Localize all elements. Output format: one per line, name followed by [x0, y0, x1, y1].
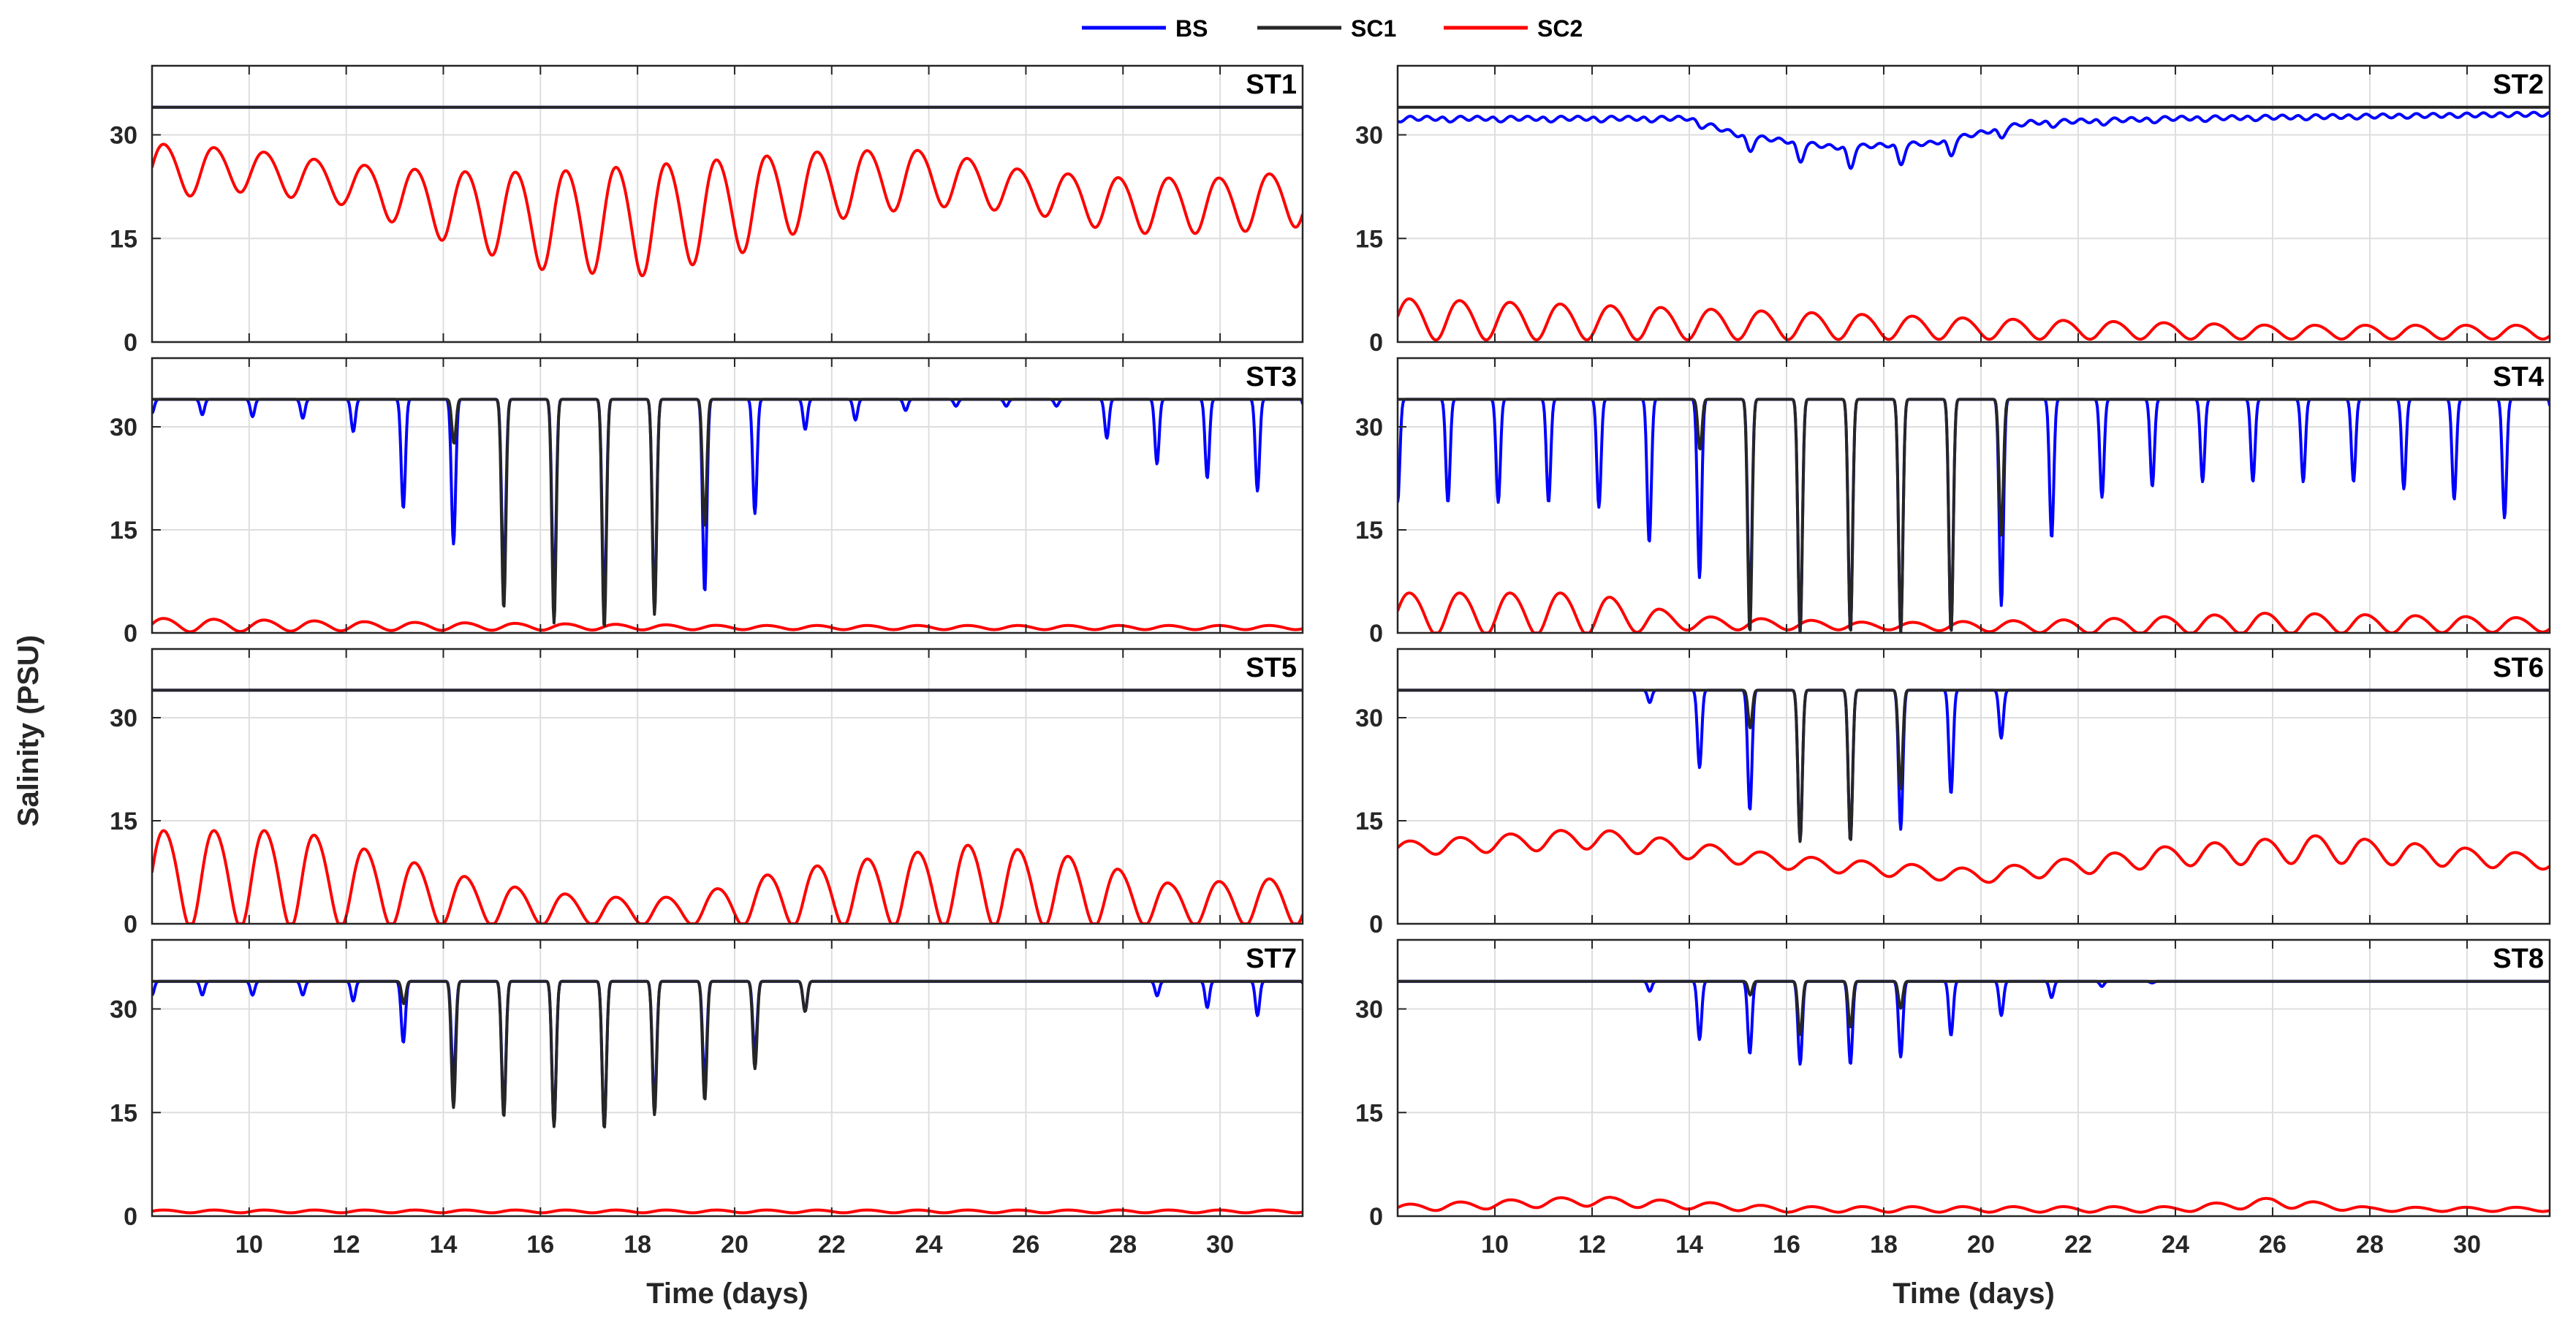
y-tick-label: 15 [1355, 225, 1383, 253]
x-tick-label: 12 [1578, 1231, 1606, 1259]
y-tick-label: 0 [1369, 329, 1383, 357]
legend-label-sc2: SC2 [1537, 15, 1583, 42]
y-tick-label: 30 [110, 705, 137, 732]
series-sc1-st7 [152, 979, 1303, 1128]
panel-frame [1396, 648, 2551, 925]
station-label: ST1 [1246, 69, 1297, 100]
y-tick-label: 0 [124, 911, 137, 938]
series-sc2-st4 [1398, 591, 2550, 633]
y-tick-label: 0 [1369, 620, 1383, 648]
x-tick-label: 30 [2453, 1231, 2481, 1259]
station-label: ST2 [2493, 69, 2544, 100]
station-label: ST4 [2493, 362, 2544, 392]
x-tick-label: 24 [2162, 1231, 2189, 1259]
x-tick-label: 18 [1870, 1231, 1898, 1259]
panel-st3: 0 15 30 ST3 [110, 357, 1304, 648]
y-tick-label: 15 [110, 808, 137, 835]
y-axis-label: Salinity (PSU) [12, 635, 45, 827]
y-tick-label: 30 [1355, 414, 1383, 441]
y-tick-label: 0 [124, 1203, 137, 1231]
station-label: ST3 [1246, 362, 1297, 392]
panel-frame [151, 938, 1304, 1218]
series-sc1-st6 [1398, 688, 2550, 843]
y-tick-label: 0 [1369, 1203, 1383, 1231]
series-sc2-st1 [152, 143, 1303, 278]
x-tick-label: 16 [526, 1231, 554, 1259]
panel-frame [151, 648, 1304, 925]
panel-st8: 0 15 30 10 12 14 16 18 20 22 24 26 28 30 ST8 [1355, 938, 2551, 1259]
legend-label-bs: BS [1175, 15, 1208, 42]
series-sc2-st3 [152, 617, 1303, 633]
y-tick-label: 30 [110, 122, 137, 150]
series-bs-st3 [152, 398, 1303, 607]
y-tick-label: 30 [110, 996, 137, 1024]
x-tick-label: 14 [430, 1231, 458, 1259]
y-tick-label: 15 [110, 517, 137, 544]
y-tick-label: 30 [1355, 705, 1383, 732]
panel-st7: 0 15 30 10 12 14 16 18 20 22 24 26 28 30 ST7 [110, 938, 1304, 1259]
series-sc1-st8 [1398, 979, 2550, 1036]
panel-st1: 0 15 30 ST1 [110, 64, 1304, 357]
panel-st6: 0 15 30 ST6 [1355, 648, 2551, 938]
x-tick-label: 28 [1109, 1231, 1137, 1259]
x-tick-label: 22 [2064, 1231, 2092, 1259]
y-tick-label: 30 [1355, 122, 1383, 150]
x-tick-label: 12 [333, 1231, 360, 1259]
station-label: ST8 [2493, 944, 2544, 974]
x-tick-label: 16 [1773, 1231, 1800, 1259]
series-sc2-st6 [1398, 829, 2550, 884]
x-tick-label: 24 [915, 1231, 943, 1259]
panel-st2: 0 15 30 ST2 [1355, 64, 2551, 357]
panel-frame [1396, 938, 2551, 1218]
x-tick-label: 20 [721, 1231, 749, 1259]
panel-frame [1396, 64, 2551, 344]
panel-st4: 0 15 30 ST4 [1355, 357, 2551, 648]
x-tick-label: 26 [1012, 1231, 1040, 1259]
y-tick-label: 0 [1369, 911, 1383, 938]
x-axis-label-left: Time (days) [646, 1278, 808, 1310]
station-label: ST6 [2493, 653, 2544, 683]
y-tick-label: 0 [124, 329, 137, 357]
y-tick-label: 30 [110, 414, 137, 441]
x-tick-label: 30 [1206, 1231, 1234, 1259]
x-tick-label: 28 [2356, 1231, 2384, 1259]
series-bs-st2 [1398, 110, 2550, 170]
series-sc1-st4 [1398, 398, 2550, 633]
y-tick-label: 30 [1355, 996, 1383, 1024]
x-tick-label: 22 [818, 1231, 846, 1259]
series-sc1-st3 [152, 398, 1303, 627]
panels: 0 15 30 ST1 0 15 30 ST2 0 15 30 ST3 0 15 30 ST4 0 15 30 ST5… [110, 64, 2551, 1259]
panel-frame [151, 357, 1304, 634]
x-tick-label: 18 [624, 1231, 651, 1259]
station-label: ST7 [1246, 944, 1297, 974]
panel-frame [151, 64, 1304, 344]
series-sc2-st7 [152, 1208, 1303, 1215]
y-tick-label: 15 [1355, 517, 1383, 544]
legend-label-sc1: SC1 [1351, 15, 1396, 42]
series-bs-st4 [1398, 398, 2550, 633]
x-tick-label: 14 [1675, 1231, 1703, 1259]
series-bs-st8 [1398, 979, 2550, 1066]
series-sc2-st2 [1398, 297, 2550, 342]
y-tick-label: 0 [124, 620, 137, 648]
x-tick-label: 20 [1967, 1231, 1995, 1259]
legend: BS SC1 SC2 [1082, 15, 1583, 42]
station-label: ST5 [1246, 653, 1297, 683]
panel-st5: 0 15 30 ST5 [110, 648, 1304, 938]
x-tick-label: 10 [1481, 1231, 1509, 1259]
y-tick-label: 15 [110, 1099, 137, 1127]
series-bs-st6 [1398, 688, 2550, 843]
x-axis-label-right: Time (days) [1893, 1278, 2055, 1310]
series-sc2-st5 [152, 829, 1303, 924]
series-sc2-st8 [1398, 1196, 2550, 1214]
x-tick-label: 26 [2259, 1231, 2287, 1259]
panel-frame [1396, 357, 2551, 634]
y-tick-label: 15 [1355, 808, 1383, 835]
y-tick-label: 15 [1355, 1099, 1383, 1127]
series-bs-st7 [152, 979, 1303, 1126]
x-tick-label: 10 [235, 1231, 263, 1259]
y-tick-label: 15 [110, 225, 137, 253]
